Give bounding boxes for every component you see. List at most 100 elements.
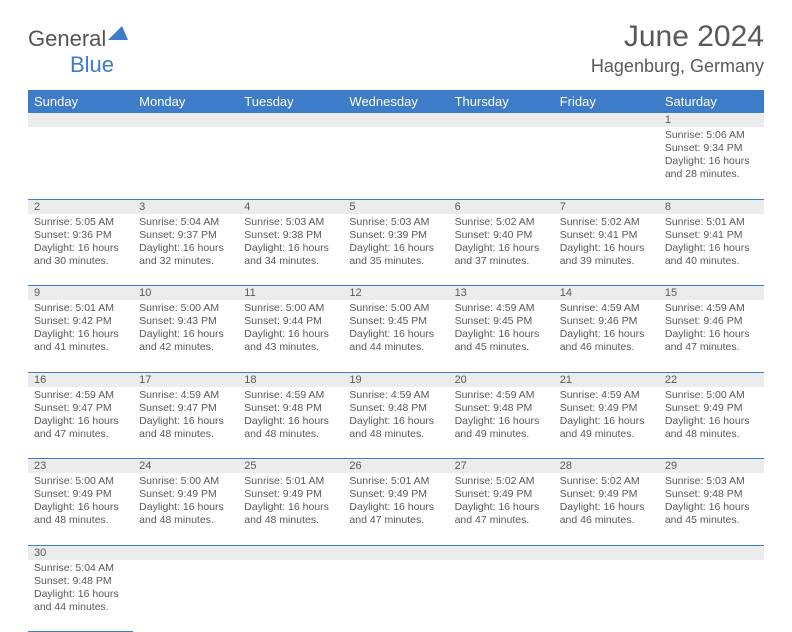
day-content-cell: Sunrise: 4:59 AMSunset: 9:45 PMDaylight:… — [449, 300, 554, 372]
day-number-cell: 30 — [28, 545, 133, 560]
day-number-cell: 21 — [554, 372, 659, 387]
day-number-cell: 26 — [343, 459, 448, 474]
day-content-cell: Sunrise: 5:00 AMSunset: 9:49 PMDaylight:… — [659, 387, 764, 459]
day-content-row: Sunrise: 5:00 AMSunset: 9:49 PMDaylight:… — [28, 473, 764, 545]
day-content-cell: Sunrise: 5:06 AMSunset: 9:34 PMDaylight:… — [659, 127, 764, 199]
day-number-cell: 18 — [238, 372, 343, 387]
daylight-line: Daylight: 16 hours and 39 minutes. — [560, 242, 653, 268]
sunset-line: Sunset: 9:49 PM — [455, 488, 548, 501]
daylight-line: Daylight: 16 hours and 44 minutes. — [349, 328, 442, 354]
day-number-cell: 25 — [238, 459, 343, 474]
sunrise-line: Sunrise: 5:00 AM — [665, 389, 758, 402]
daylight-line: Daylight: 16 hours and 45 minutes. — [665, 501, 758, 527]
sunset-line: Sunset: 9:44 PM — [244, 315, 337, 328]
day-content-cell — [133, 127, 238, 199]
sunset-line: Sunset: 9:48 PM — [244, 402, 337, 415]
day-number-cell: 29 — [659, 459, 764, 474]
day-number-cell: 24 — [133, 459, 238, 474]
day-content-cell: Sunrise: 5:04 AMSunset: 9:48 PMDaylight:… — [28, 560, 133, 632]
day-content-cell: Sunrise: 4:59 AMSunset: 9:48 PMDaylight:… — [449, 387, 554, 459]
sunrise-line: Sunrise: 5:05 AM — [34, 216, 127, 229]
day-content-cell — [28, 127, 133, 199]
sunset-line: Sunset: 9:49 PM — [560, 402, 653, 415]
day-content-cell: Sunrise: 5:03 AMSunset: 9:38 PMDaylight:… — [238, 214, 343, 286]
calendar-table: SundayMondayTuesdayWednesdayThursdayFrid… — [28, 90, 764, 632]
sunset-line: Sunset: 9:48 PM — [34, 575, 127, 588]
sunrise-line: Sunrise: 4:59 AM — [665, 302, 758, 315]
sunrise-line: Sunrise: 4:59 AM — [139, 389, 232, 402]
daylight-line: Daylight: 16 hours and 48 minutes. — [139, 501, 232, 527]
daylight-line: Daylight: 16 hours and 47 minutes. — [455, 501, 548, 527]
day-content-row: Sunrise: 5:06 AMSunset: 9:34 PMDaylight:… — [28, 127, 764, 199]
day-number-cell — [343, 113, 448, 127]
sunset-line: Sunset: 9:45 PM — [349, 315, 442, 328]
day-number-cell — [133, 545, 238, 560]
day-content-cell — [238, 127, 343, 199]
daylight-line: Daylight: 16 hours and 46 minutes. — [560, 501, 653, 527]
day-content-cell — [343, 560, 448, 632]
sunset-line: Sunset: 9:49 PM — [349, 488, 442, 501]
daylight-line: Daylight: 16 hours and 41 minutes. — [34, 328, 127, 354]
sunset-line: Sunset: 9:47 PM — [139, 402, 232, 415]
day-content-cell: Sunrise: 4:59 AMSunset: 9:47 PMDaylight:… — [28, 387, 133, 459]
daylight-line: Daylight: 16 hours and 44 minutes. — [34, 588, 127, 614]
day-content-cell: Sunrise: 5:03 AMSunset: 9:39 PMDaylight:… — [343, 214, 448, 286]
day-content-cell — [659, 560, 764, 632]
day-number-cell: 9 — [28, 286, 133, 301]
sunrise-line: Sunrise: 5:04 AM — [139, 216, 232, 229]
day-content-cell — [449, 127, 554, 199]
weekday-header: Friday — [554, 90, 659, 113]
sunset-line: Sunset: 9:42 PM — [34, 315, 127, 328]
sunset-line: Sunset: 9:41 PM — [665, 229, 758, 242]
header: General Blue June 2024 Hagenburg, German… — [28, 20, 764, 78]
day-content-cell: Sunrise: 4:59 AMSunset: 9:46 PMDaylight:… — [554, 300, 659, 372]
sunset-line: Sunset: 9:43 PM — [139, 315, 232, 328]
daylight-line: Daylight: 16 hours and 34 minutes. — [244, 242, 337, 268]
sunset-line: Sunset: 9:49 PM — [665, 402, 758, 415]
logo-part1: General — [28, 26, 106, 51]
daynum-row: 9101112131415 — [28, 286, 764, 301]
daylight-line: Daylight: 16 hours and 47 minutes. — [665, 328, 758, 354]
sunset-line: Sunset: 9:49 PM — [244, 488, 337, 501]
daylight-line: Daylight: 16 hours and 49 minutes. — [455, 415, 548, 441]
location: Hagenburg, Germany — [591, 56, 764, 77]
day-number-cell: 3 — [133, 199, 238, 214]
day-content-cell: Sunrise: 5:02 AMSunset: 9:49 PMDaylight:… — [554, 473, 659, 545]
day-number-cell: 27 — [449, 459, 554, 474]
sunrise-line: Sunrise: 4:59 AM — [560, 389, 653, 402]
sunrise-line: Sunrise: 5:04 AM — [34, 562, 127, 575]
sunrise-line: Sunrise: 5:02 AM — [560, 216, 653, 229]
daylight-line: Daylight: 16 hours and 42 minutes. — [139, 328, 232, 354]
sunset-line: Sunset: 9:45 PM — [455, 315, 548, 328]
sunrise-line: Sunrise: 5:01 AM — [665, 216, 758, 229]
sunrise-line: Sunrise: 4:59 AM — [349, 389, 442, 402]
day-number-cell: 2 — [28, 199, 133, 214]
day-number-cell — [554, 545, 659, 560]
day-number-cell: 23 — [28, 459, 133, 474]
day-number-cell: 1 — [659, 113, 764, 127]
sunset-line: Sunset: 9:39 PM — [349, 229, 442, 242]
day-content-cell: Sunrise: 5:02 AMSunset: 9:41 PMDaylight:… — [554, 214, 659, 286]
day-content-cell — [343, 127, 448, 199]
sunrise-line: Sunrise: 4:59 AM — [455, 302, 548, 315]
day-content-cell — [554, 127, 659, 199]
day-content-cell: Sunrise: 4:59 AMSunset: 9:49 PMDaylight:… — [554, 387, 659, 459]
day-content-cell: Sunrise: 5:00 AMSunset: 9:44 PMDaylight:… — [238, 300, 343, 372]
day-number-cell: 7 — [554, 199, 659, 214]
daylight-line: Daylight: 16 hours and 48 minutes. — [139, 415, 232, 441]
day-content-cell — [554, 560, 659, 632]
sunset-line: Sunset: 9:41 PM — [560, 229, 653, 242]
sunrise-line: Sunrise: 4:59 AM — [560, 302, 653, 315]
day-content-row: Sunrise: 4:59 AMSunset: 9:47 PMDaylight:… — [28, 387, 764, 459]
month-title: June 2024 — [591, 20, 764, 54]
weekday-header-row: SundayMondayTuesdayWednesdayThursdayFrid… — [28, 90, 764, 113]
logo-part2: Blue — [70, 52, 114, 77]
sunrise-line: Sunrise: 5:00 AM — [139, 302, 232, 315]
sunrise-line: Sunrise: 5:00 AM — [349, 302, 442, 315]
daylight-line: Daylight: 16 hours and 48 minutes. — [244, 501, 337, 527]
logo-sail-icon — [108, 26, 128, 40]
day-number-cell — [554, 113, 659, 127]
sunset-line: Sunset: 9:48 PM — [665, 488, 758, 501]
day-content-row: Sunrise: 5:04 AMSunset: 9:48 PMDaylight:… — [28, 560, 764, 632]
day-number-cell — [343, 545, 448, 560]
